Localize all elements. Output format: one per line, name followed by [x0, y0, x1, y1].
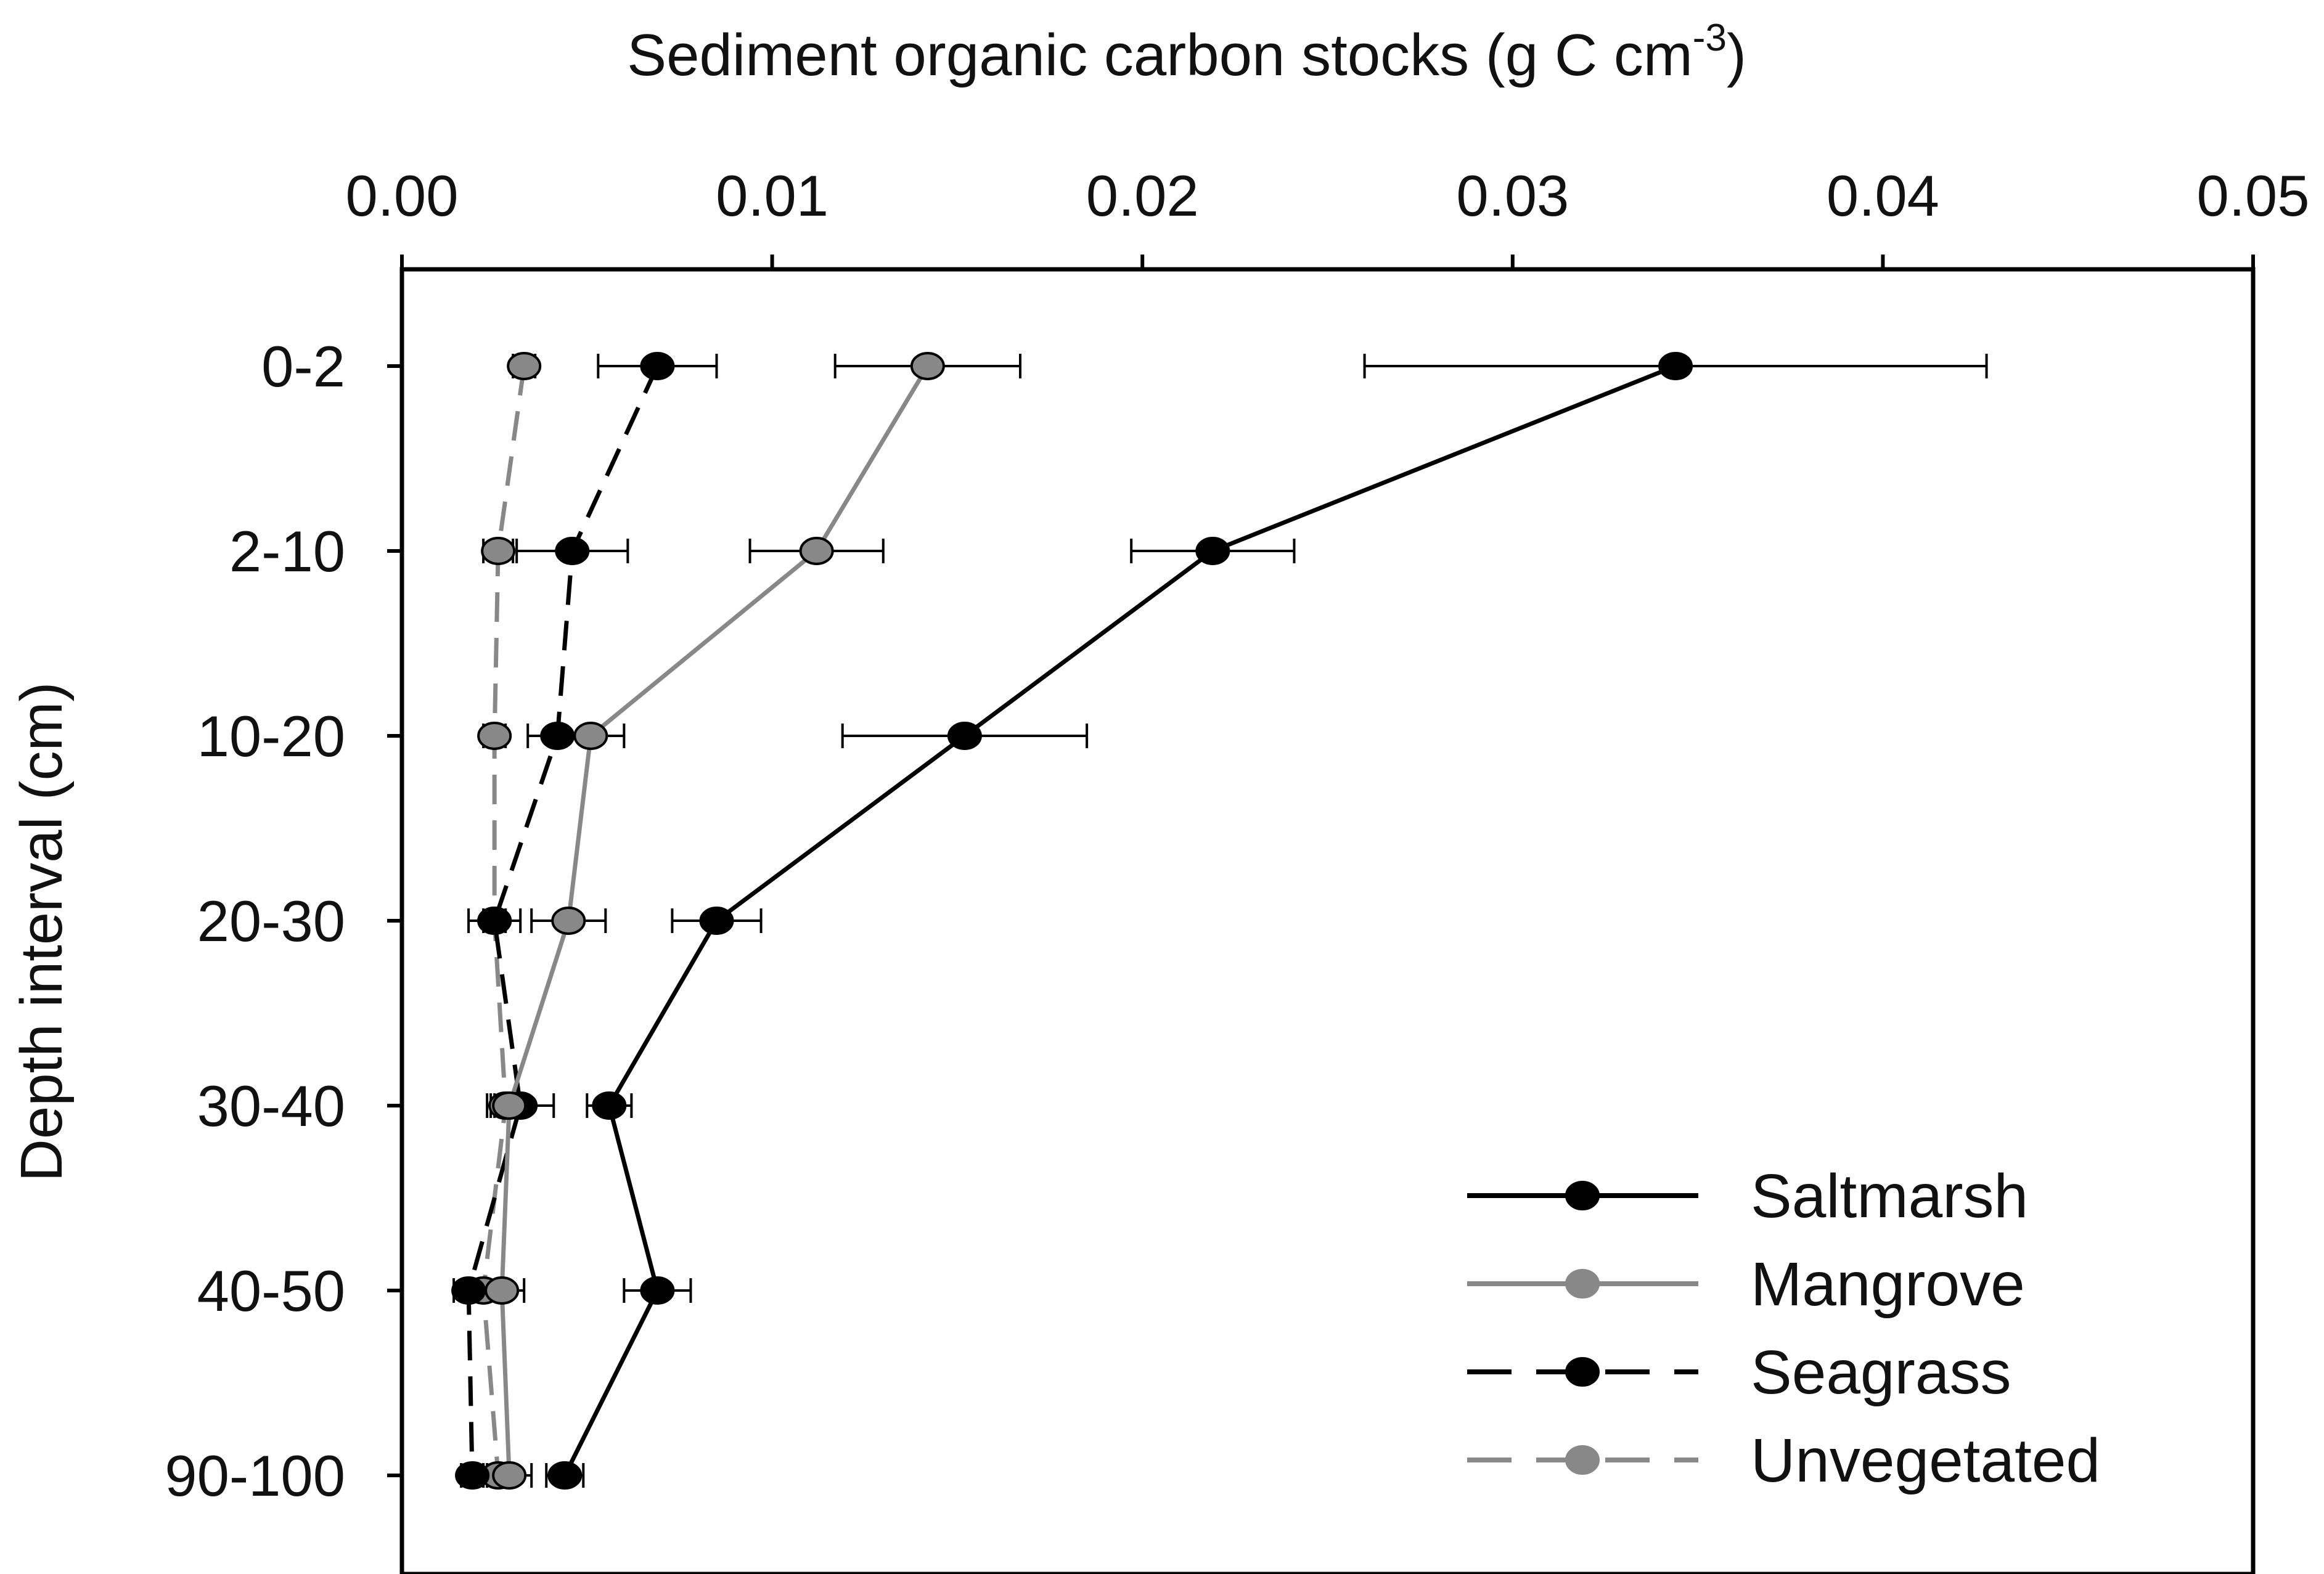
x-axis-title-superscript: -3 [1693, 17, 1727, 59]
legend-item-saltmarsh: Saltmarsh [1467, 1162, 2028, 1231]
series-mangrove-point [492, 1091, 527, 1120]
series-saltmarsh-point [640, 1276, 675, 1305]
legend-swatch-marker [1565, 1181, 1600, 1210]
x-axis-title-end: ) [1727, 22, 1746, 88]
series-seagrass-point [555, 537, 590, 565]
series-saltmarsh-point [547, 1461, 583, 1490]
y-tick-label: 10-20 [197, 704, 345, 769]
legend-item-seagrass: Seagrass [1467, 1338, 2011, 1407]
y-tick-label: 40-50 [197, 1258, 345, 1323]
legend: Saltmarsh Mangrove Seagrass Unvegetated [1467, 1162, 2100, 1495]
series-saltmarsh-point [699, 907, 734, 935]
x-tick-label: 0.01 [716, 163, 829, 228]
y-tick-label: 90-100 [165, 1443, 345, 1508]
x-tick-label: 0.02 [1086, 163, 1199, 228]
series-seagrass-point [540, 722, 575, 750]
legend-label: Unvegetated [1751, 1426, 2100, 1495]
series-unvegetated-point [477, 722, 512, 750]
series-seagrass-point [455, 1461, 490, 1490]
legend-swatch-marker [1565, 1445, 1600, 1475]
legend-swatch-marker [1565, 1269, 1600, 1299]
series-seagrass-markers [451, 352, 675, 1490]
data-series [451, 352, 1988, 1490]
series-mangrove-point [573, 722, 608, 750]
series-saltmarsh-point [1658, 352, 1693, 380]
series-mangrove-point [910, 352, 945, 380]
x-axis-ticks: 0.00 0.01 0.02 0.03 0.04 0.05 [346, 163, 2310, 269]
legend-item-mangrove: Mangrove [1467, 1250, 2025, 1319]
y-tick-label: 30-40 [197, 1074, 345, 1138]
legend-item-unvegetated: Unvegetated [1467, 1426, 2100, 1495]
x-tick-label: 0.05 [2197, 163, 2310, 228]
x-axis-title: Sediment organic carbon stocks (g C cm-3… [627, 17, 1746, 88]
y-tick-label: 0-2 [261, 334, 345, 399]
y-tick-label: 2-10 [229, 519, 345, 584]
x-tick-label: 0.04 [1827, 163, 1939, 228]
series-mangrove-point [485, 1276, 520, 1305]
x-tick-label: 0.00 [346, 163, 459, 228]
y-axis-title: Depth interval (cm) [9, 682, 75, 1182]
series-saltmarsh-point [1195, 537, 1230, 565]
legend-label: Seagrass [1751, 1338, 2011, 1407]
series-seagrass-point [451, 1276, 486, 1305]
legend-swatch-marker [1565, 1357, 1600, 1387]
series-saltmarsh-point [947, 722, 982, 750]
y-tick-label: 20-30 [197, 889, 345, 953]
series-saltmarsh-point [592, 1091, 627, 1120]
series-unvegetated-point [481, 537, 516, 565]
series-mangrove-point [551, 907, 586, 935]
y-axis-ticks: 0-2 2-10 10-20 20-30 30-40 40-50 90-100 [165, 334, 402, 1508]
series-seagrass-point [477, 907, 512, 935]
series-mangrove-markers [485, 352, 945, 1490]
series-saltmarsh-markers [547, 352, 1693, 1490]
series-unvegetated-point [507, 352, 542, 380]
series-mangrove-point [799, 537, 834, 565]
x-tick-label: 0.03 [1456, 163, 1569, 228]
legend-label: Saltmarsh [1751, 1162, 2028, 1231]
series-mangrove-point [492, 1461, 527, 1490]
series-seagrass-point [640, 352, 675, 380]
legend-label: Mangrove [1751, 1250, 2025, 1319]
x-axis-title-main: Sediment organic carbon stocks (g C cm [627, 22, 1693, 88]
